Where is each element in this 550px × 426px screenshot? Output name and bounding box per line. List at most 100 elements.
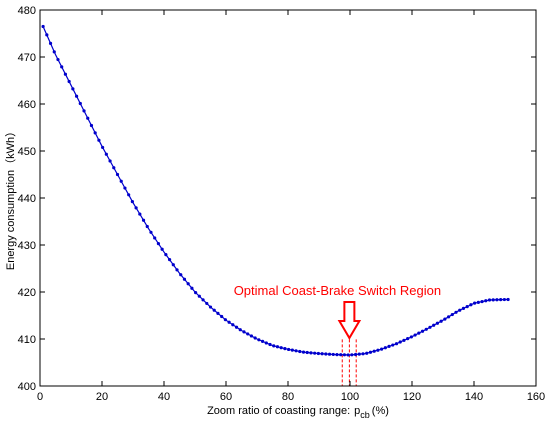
data-point [141, 218, 146, 222]
data-point [458, 308, 462, 312]
data-point [227, 320, 231, 324]
data-point [171, 263, 175, 267]
data-point [119, 179, 123, 183]
data-point [287, 347, 291, 352]
data-point [89, 123, 94, 128]
data-point [461, 306, 466, 310]
y-tick-label: 480 [18, 5, 36, 17]
data-point [275, 345, 280, 349]
data-point [231, 323, 235, 327]
data-point [74, 94, 79, 98]
data-point [365, 351, 369, 355]
data-point [238, 328, 242, 332]
data-point [52, 50, 56, 54]
annotation-text: Optimal Coast-Brake Switch Region [234, 283, 441, 298]
data-point [283, 346, 287, 351]
x-tick-label: 60 [220, 391, 232, 403]
data-point [324, 352, 328, 356]
data-point [357, 352, 361, 356]
data-point [372, 349, 376, 353]
data-point [167, 258, 172, 262]
data-point [127, 193, 131, 197]
data-point [402, 338, 406, 342]
data-point [179, 273, 183, 277]
x-tick-label: 160 [527, 391, 545, 403]
data-point [294, 349, 298, 353]
data-point [194, 291, 198, 295]
data-point [443, 317, 447, 321]
data-point [138, 212, 142, 216]
data-point [465, 304, 469, 309]
data-point [160, 247, 164, 251]
data-point [182, 277, 187, 281]
data-point [502, 297, 506, 302]
data-point [56, 57, 60, 62]
data-point [353, 352, 358, 357]
y-tick-label: 420 [18, 287, 36, 299]
x-tick-label: 0 [37, 391, 43, 403]
data-point [93, 131, 97, 135]
data-point [417, 331, 421, 335]
series-layer [41, 24, 510, 357]
y-tick-label: 400 [18, 381, 36, 393]
data-point [60, 65, 64, 69]
y-tick-label: 460 [18, 99, 36, 111]
data-point [67, 79, 71, 84]
data-point [197, 294, 201, 298]
data-point [346, 353, 350, 357]
x-tick-label: 80 [282, 391, 294, 403]
data-point [432, 323, 436, 327]
data-point [268, 342, 272, 347]
data-point [342, 353, 347, 357]
data-point [190, 286, 194, 290]
data-point [86, 116, 90, 120]
data-point [331, 352, 335, 357]
data-point [149, 230, 153, 234]
data-point [242, 330, 246, 334]
data-point [491, 298, 495, 302]
data-point [316, 351, 320, 356]
data-point [156, 241, 161, 246]
data-point [201, 298, 205, 302]
data-point [234, 325, 239, 329]
data-point [134, 206, 138, 210]
data-point [376, 348, 380, 352]
y-axis: 400 410 420 430 440 450 460 470 480 [18, 5, 536, 393]
data-point [104, 152, 108, 156]
data-point [495, 298, 499, 302]
data-point [506, 297, 510, 302]
data-point [335, 352, 339, 357]
data-point [313, 351, 317, 355]
x-tick-label: 140 [465, 391, 483, 403]
data-point [220, 314, 224, 319]
data-point [115, 172, 120, 177]
data-point [123, 186, 127, 190]
data-point [45, 33, 49, 37]
data-point [446, 315, 451, 319]
data-point [469, 303, 473, 307]
data-point [71, 87, 75, 91]
data-point [499, 298, 503, 302]
data-point [260, 339, 265, 343]
data-point [380, 347, 384, 351]
data-point [101, 145, 105, 150]
y-tick-label: 450 [18, 146, 36, 158]
data-point [309, 351, 313, 355]
annotation: Optimal Coast-Brake Switch Region [234, 283, 441, 340]
annotation-arrow [337, 301, 362, 340]
y-tick-label: 470 [18, 52, 36, 64]
y-tick-label: 440 [18, 193, 36, 205]
data-point [257, 338, 261, 342]
data-point [186, 282, 190, 286]
x-tick-label: 20 [96, 391, 108, 403]
data-point [428, 325, 432, 329]
data-point [216, 311, 220, 315]
x-axis-label-symbol: p [354, 405, 360, 417]
plot-background [40, 10, 536, 386]
data-point [383, 346, 387, 350]
data-point [454, 310, 458, 314]
data-point [208, 305, 213, 309]
data-point [406, 337, 410, 341]
data-point [450, 312, 454, 317]
x-axis-label-unit: (%) [372, 405, 389, 417]
